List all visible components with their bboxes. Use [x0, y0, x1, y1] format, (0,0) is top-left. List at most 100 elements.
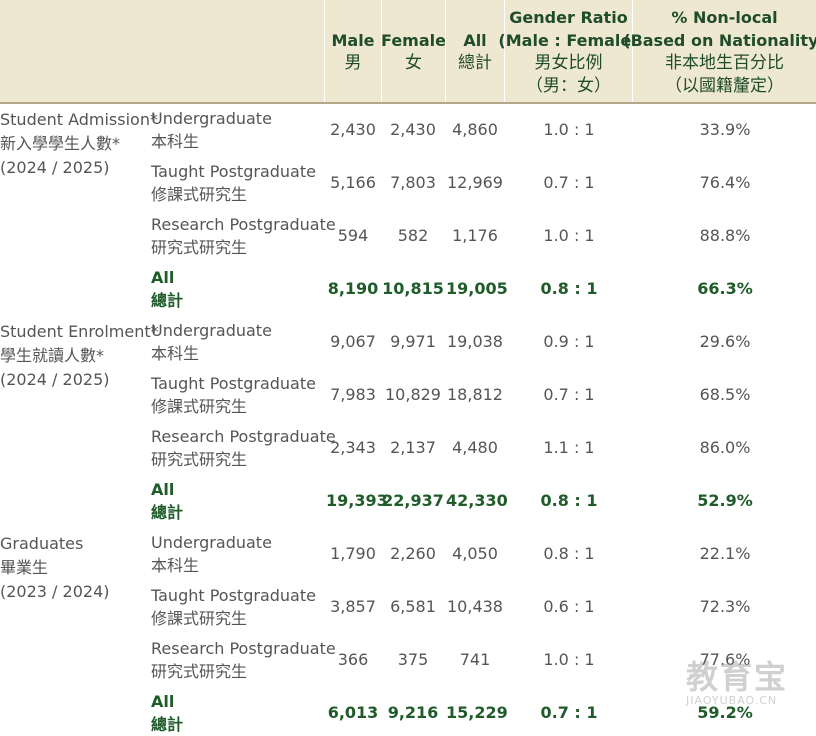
header-ratio-zh-sub: （男：女） — [526, 75, 611, 96]
gender-ratio-cell: 1.1 : 1 — [543, 438, 595, 457]
level-label-line: Undergraduate — [151, 321, 272, 340]
gender-ratio-cell: 1.0 : 1 — [543, 226, 595, 245]
level-label-line: All — [151, 692, 175, 711]
header-non-local: % Non-local (Based on Nationality) 非本地生百… — [623, 0, 816, 103]
header-divider — [445, 0, 446, 103]
header-divider — [381, 0, 382, 103]
group-label-line: (2024 / 2025) — [0, 158, 110, 177]
all-cell: 18,812 — [447, 385, 503, 404]
level-label-line: 修課式研究生 — [151, 185, 248, 204]
male-cell: 2,343 — [330, 438, 376, 457]
male-cell: 1,790 — [330, 544, 376, 563]
header-female-zh: 女 — [405, 52, 422, 73]
non-local-pct-cell: 52.9% — [697, 491, 753, 510]
group-label-line: Graduates — [0, 534, 84, 553]
female-cell: 582 — [397, 226, 429, 245]
all-cell: 4,860 — [452, 120, 498, 139]
header-all-en: All — [463, 30, 487, 50]
level-label: Undergraduate 本科生 — [151, 319, 272, 365]
female-cell: 10,815 — [382, 279, 444, 298]
gender-ratio-cell: 0.8 : 1 — [543, 544, 595, 563]
all-cell: 15,229 — [446, 703, 508, 722]
gender-ratio-cell: 1.0 : 1 — [543, 650, 595, 669]
male-cell: 19,393 — [326, 491, 388, 510]
group-label: Student Admission* 新入學學生人數* (2024 / 2025) — [0, 108, 158, 180]
header-gender-ratio: Gender Ratio (Male : Female) 男女比例 （男：女） — [498, 0, 639, 103]
level-label: Taught Postgraduate 修課式研究生 — [151, 160, 316, 206]
header-male: Male 男 — [325, 0, 381, 103]
female-cell: 2,260 — [390, 544, 436, 563]
group-label: Graduates 畢業生 (2023 / 2024) — [0, 532, 109, 604]
gender-ratio-cell: 0.8 : 1 — [540, 491, 598, 510]
level-label: Undergraduate 本科生 — [151, 531, 272, 577]
header-divider — [504, 0, 505, 103]
non-local-pct-cell: 59.2% — [697, 703, 753, 722]
male-cell: 3,857 — [330, 597, 376, 616]
group-label-line: Student Enrolment* — [0, 322, 159, 341]
female-cell: 375 — [397, 650, 429, 669]
all-cell: 12,969 — [447, 173, 503, 192]
level-label-line: 總計 — [151, 715, 184, 734]
level-label-line: Undergraduate — [151, 533, 272, 552]
level-label: All 總計 — [151, 690, 183, 736]
gender-ratio-cell: 0.7 : 1 — [543, 173, 595, 192]
header-all: All 總計 — [446, 0, 504, 103]
level-label-line: All — [151, 480, 175, 499]
header-bottom-rule — [0, 102, 816, 104]
level-label-line: Research Postgraduate — [151, 215, 336, 234]
level-label-line: Undergraduate — [151, 109, 272, 128]
all-cell: 4,480 — [452, 438, 498, 457]
group-label-line: (2024 / 2025) — [0, 370, 110, 389]
non-local-pct-cell: 76.4% — [699, 173, 751, 192]
non-local-pct-cell: 77.6% — [699, 650, 751, 669]
header-ratio-en: Gender Ratio — [509, 7, 628, 27]
female-cell: 6,581 — [390, 597, 436, 616]
female-cell: 22,937 — [382, 491, 444, 510]
header-pct-zh: 非本地生百分比 — [665, 52, 784, 73]
level-label-line: Taught Postgraduate — [151, 374, 316, 393]
all-cell: 1,176 — [452, 226, 498, 245]
level-label: Research Postgraduate 研究式研究生 — [151, 637, 336, 683]
male-cell: 5,166 — [330, 173, 376, 192]
non-local-pct-cell: 66.3% — [697, 279, 753, 298]
level-label-line: 修課式研究生 — [151, 609, 248, 628]
group-label-line: (2023 / 2024) — [0, 582, 110, 601]
gender-ratio-cell: 0.8 : 1 — [540, 279, 598, 298]
all-cell: 42,330 — [446, 491, 508, 510]
female-cell: 7,803 — [390, 173, 436, 192]
male-cell: 366 — [337, 650, 369, 669]
female-cell: 2,430 — [390, 120, 436, 139]
female-cell: 2,137 — [390, 438, 436, 457]
male-cell: 8,190 — [327, 279, 379, 298]
level-label: All 總計 — [151, 478, 183, 524]
header-male-zh: 男 — [344, 52, 362, 73]
female-cell: 9,971 — [390, 332, 436, 351]
female-cell: 10,829 — [385, 385, 441, 404]
level-label: Undergraduate 本科生 — [151, 107, 272, 153]
header-divider — [324, 0, 325, 103]
non-local-pct-cell: 86.0% — [699, 438, 751, 457]
gender-ratio-cell: 0.9 : 1 — [543, 332, 595, 351]
level-label-line: 研究式研究生 — [151, 450, 248, 469]
level-label-line: Research Postgraduate — [151, 427, 336, 446]
gender-ratio-cell: 1.0 : 1 — [543, 120, 595, 139]
gender-ratio-cell: 0.7 : 1 — [540, 703, 598, 722]
header-pct-zh-sub: （以國籍釐定） — [665, 75, 784, 96]
non-local-pct-cell: 88.8% — [699, 226, 751, 245]
group-label-line: 學生就讀人數* — [0, 346, 105, 365]
header-male-en: Male — [331, 30, 375, 50]
group-label-line: Student Admission* — [0, 110, 158, 129]
all-cell: 741 — [459, 650, 491, 669]
level-label-line: 研究式研究生 — [151, 238, 248, 257]
level-label: All 總計 — [151, 266, 183, 312]
group-label-line: 畢業生 — [0, 558, 49, 577]
female-cell: 9,216 — [387, 703, 439, 722]
male-cell: 9,067 — [330, 332, 376, 351]
non-local-pct-cell: 72.3% — [699, 597, 751, 616]
group-label-line: 新入學學生人數* — [0, 134, 121, 153]
header-pct-en-sub: (Based on Nationality) — [623, 30, 816, 50]
level-label-line: 總計 — [151, 291, 184, 310]
level-label-line: Taught Postgraduate — [151, 586, 316, 605]
non-local-pct-cell: 33.9% — [699, 120, 751, 139]
level-label-line: All — [151, 268, 175, 287]
